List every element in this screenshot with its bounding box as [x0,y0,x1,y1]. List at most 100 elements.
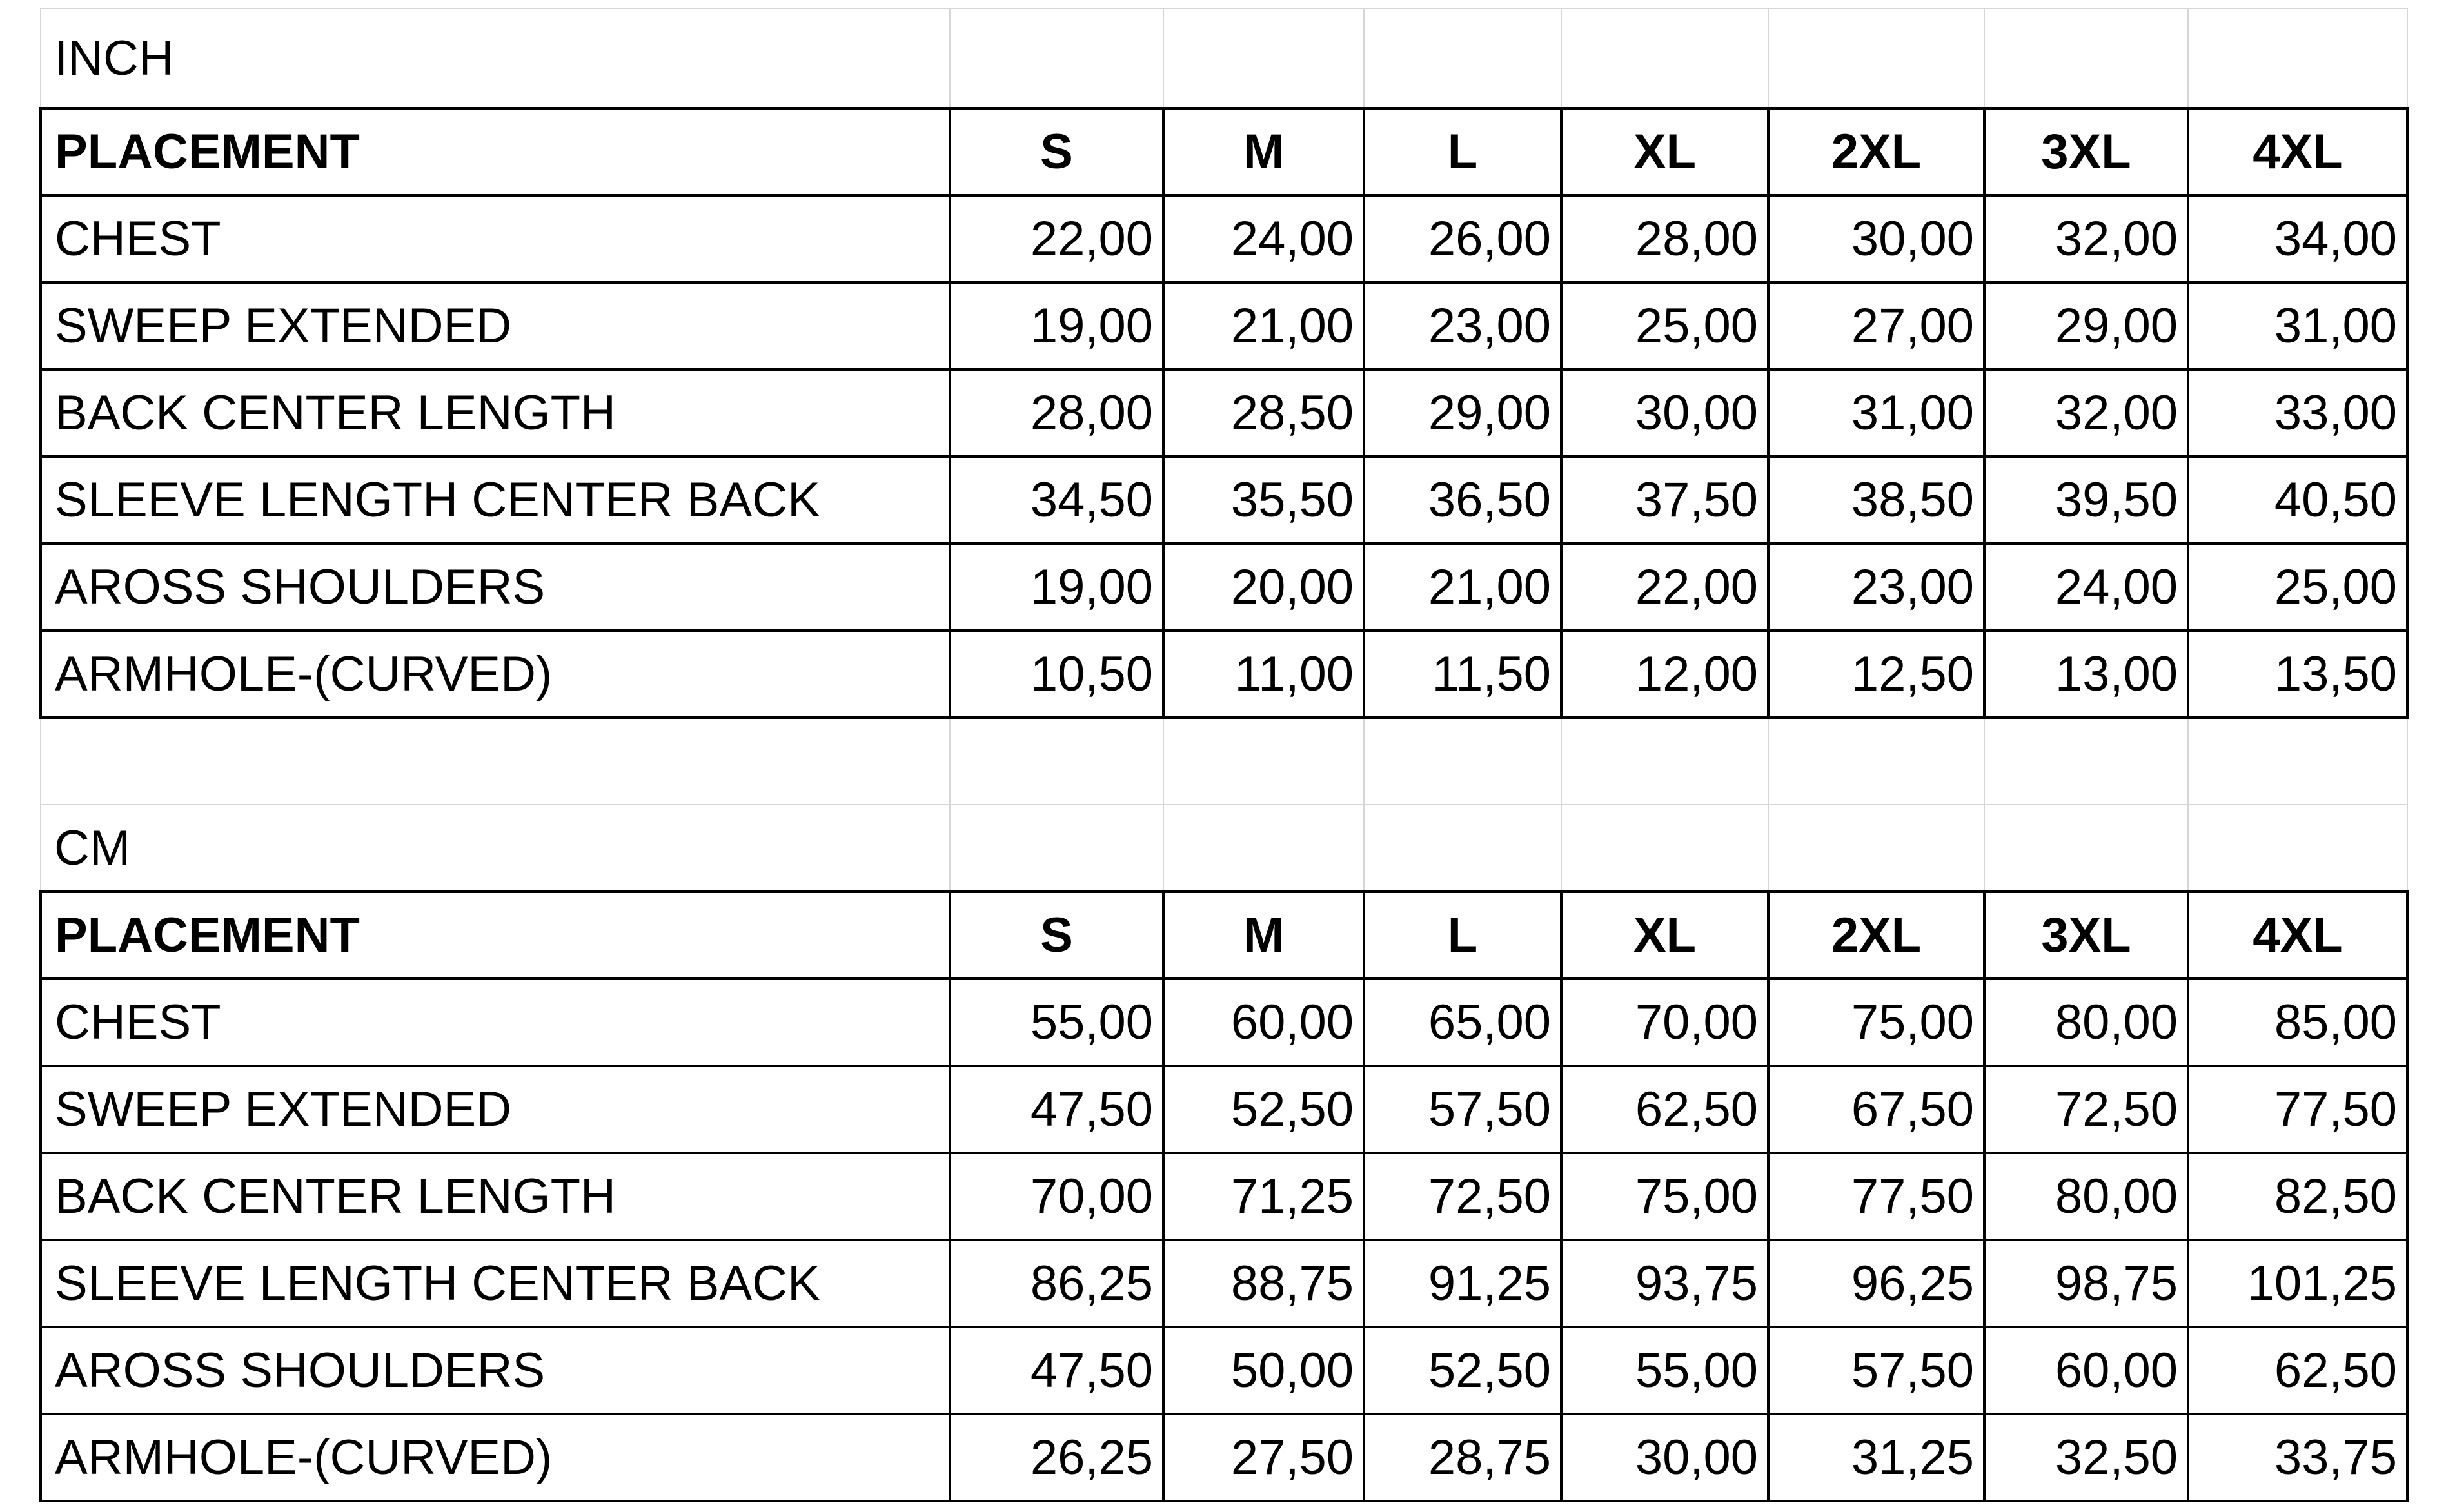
measurement-cell[interactable]: 71,25 [1162,1152,1365,1241]
measurement-cell[interactable]: 34,50 [949,455,1165,545]
measurement-cell[interactable]: 70,00 [1560,977,1770,1067]
measurement-cell[interactable]: 88,75 [1162,1239,1365,1328]
size-header-l[interactable]: L [1363,107,1563,197]
measurement-cell[interactable]: 96,25 [1767,1239,1986,1328]
measurement-cell[interactable]: 32,00 [1983,194,2189,284]
measurement-cell[interactable]: 91,25 [1363,1239,1563,1328]
placement-label[interactable]: AROSS SHOULDERS [39,542,951,632]
placement-label[interactable]: SWEEP EXTENDED [39,281,951,371]
measurement-cell[interactable]: 52,50 [1162,1065,1365,1154]
measurement-cell[interactable]: 75,00 [1560,1152,1770,1241]
measurement-cell[interactable]: 60,00 [1162,977,1365,1067]
placement-label[interactable]: CHEST [39,194,951,284]
measurement-cell[interactable]: 33,75 [2187,1413,2409,1502]
measurement-cell[interactable]: 37,50 [1560,455,1770,545]
measurement-cell[interactable]: 27,00 [1767,281,1986,371]
size-header-4xl[interactable]: 4XL [2187,890,2409,980]
measurement-cell[interactable]: 19,00 [949,542,1165,632]
size-header-l[interactable]: L [1363,890,1563,980]
measurement-cell[interactable]: 20,00 [1162,542,1365,632]
empty-cell[interactable] [40,717,951,805]
measurement-cell[interactable]: 28,00 [949,368,1165,458]
measurement-cell[interactable]: 10,50 [949,629,1165,719]
placement-label[interactable]: ARMHOLE-(CURVED) [39,629,951,719]
measurement-cell[interactable]: 65,00 [1363,977,1563,1067]
measurement-cell[interactable]: 31,25 [1767,1413,1986,1502]
size-header-s[interactable]: S [949,107,1165,197]
empty-cell[interactable] [1768,717,1985,805]
measurement-cell[interactable]: 22,00 [949,194,1165,284]
measurement-cell[interactable]: 30,00 [1767,194,1986,284]
size-header-3xl[interactable]: 3XL [1983,890,2189,980]
measurement-cell[interactable]: 28,00 [1560,194,1770,284]
unit-label[interactable]: INCH [40,8,951,109]
placement-header[interactable]: PLACEMENT [39,107,951,197]
placement-label[interactable]: SLEEVE LENGTH CENTER BACK [39,1239,951,1328]
empty-cell[interactable] [1984,717,2189,805]
size-header-xl[interactable]: XL [1560,107,1770,197]
measurement-cell[interactable]: 80,00 [1983,1152,2189,1241]
empty-cell[interactable] [1561,717,1769,805]
unit-label[interactable]: CM [40,804,951,892]
measurement-cell[interactable]: 72,50 [1983,1065,2189,1154]
size-header-4xl[interactable]: 4XL [2187,107,2409,197]
measurement-cell[interactable]: 13,00 [1983,629,2189,719]
empty-cell[interactable] [1768,8,1985,109]
measurement-cell[interactable]: 38,50 [1767,455,1986,545]
measurement-cell[interactable]: 82,50 [2187,1152,2409,1241]
measurement-cell[interactable]: 77,50 [2187,1065,2409,1154]
measurement-cell[interactable]: 39,50 [1983,455,2189,545]
empty-cell[interactable] [1984,8,2189,109]
measurement-cell[interactable]: 60,00 [1983,1326,2189,1415]
measurement-cell[interactable]: 47,50 [949,1326,1165,1415]
measurement-cell[interactable]: 57,50 [1767,1326,1986,1415]
measurement-cell[interactable]: 57,50 [1363,1065,1563,1154]
size-header-2xl[interactable]: 2XL [1767,107,1986,197]
measurement-cell[interactable]: 75,00 [1767,977,1986,1067]
measurement-cell[interactable]: 23,00 [1767,542,1986,632]
measurement-cell[interactable]: 31,00 [1767,368,1986,458]
placement-label[interactable]: ARMHOLE-(CURVED) [39,1413,951,1502]
empty-cell[interactable] [1561,8,1769,109]
measurement-cell[interactable]: 22,00 [1560,542,1770,632]
empty-cell[interactable] [1163,804,1365,892]
measurement-cell[interactable]: 25,00 [1560,281,1770,371]
measurement-cell[interactable]: 24,00 [1162,194,1365,284]
measurement-cell[interactable]: 12,50 [1767,629,1986,719]
empty-cell[interactable] [949,8,1164,109]
measurement-cell[interactable]: 35,50 [1162,455,1365,545]
empty-cell[interactable] [1163,717,1365,805]
placement-label[interactable]: BACK CENTER LENGTH [39,1152,951,1241]
measurement-cell[interactable]: 21,00 [1162,281,1365,371]
placement-label[interactable]: SWEEP EXTENDED [39,1065,951,1154]
empty-cell[interactable] [1363,8,1562,109]
measurement-cell[interactable]: 85,00 [2187,977,2409,1067]
measurement-cell[interactable]: 70,00 [949,1152,1165,1241]
measurement-cell[interactable]: 67,50 [1767,1065,1986,1154]
placement-label[interactable]: CHEST [39,977,951,1067]
measurement-cell[interactable]: 36,50 [1363,455,1563,545]
size-header-m[interactable]: M [1162,107,1365,197]
size-header-m[interactable]: M [1162,890,1365,980]
measurement-cell[interactable]: 13,50 [2187,629,2409,719]
measurement-cell[interactable]: 32,50 [1983,1413,2189,1502]
measurement-cell[interactable]: 11,50 [1363,629,1563,719]
measurement-cell[interactable]: 50,00 [1162,1326,1365,1415]
measurement-cell[interactable]: 30,00 [1560,1413,1770,1502]
measurement-cell[interactable]: 25,00 [2187,542,2409,632]
measurement-cell[interactable]: 72,50 [1363,1152,1563,1241]
measurement-cell[interactable]: 101,25 [2187,1239,2409,1328]
measurement-cell[interactable]: 23,00 [1363,281,1563,371]
measurement-cell[interactable]: 28,75 [1363,1413,1563,1502]
placement-label[interactable]: AROSS SHOULDERS [39,1326,951,1415]
measurement-cell[interactable]: 19,00 [949,281,1165,371]
measurement-cell[interactable]: 47,50 [949,1065,1165,1154]
size-header-3xl[interactable]: 3XL [1983,107,2189,197]
measurement-cell[interactable]: 62,50 [1560,1065,1770,1154]
empty-cell[interactable] [1768,804,1985,892]
measurement-cell[interactable]: 31,00 [2187,281,2409,371]
empty-cell[interactable] [2187,8,2408,109]
measurement-cell[interactable]: 24,00 [1983,542,2189,632]
measurement-cell[interactable]: 77,50 [1767,1152,1986,1241]
placement-header[interactable]: PLACEMENT [39,890,951,980]
